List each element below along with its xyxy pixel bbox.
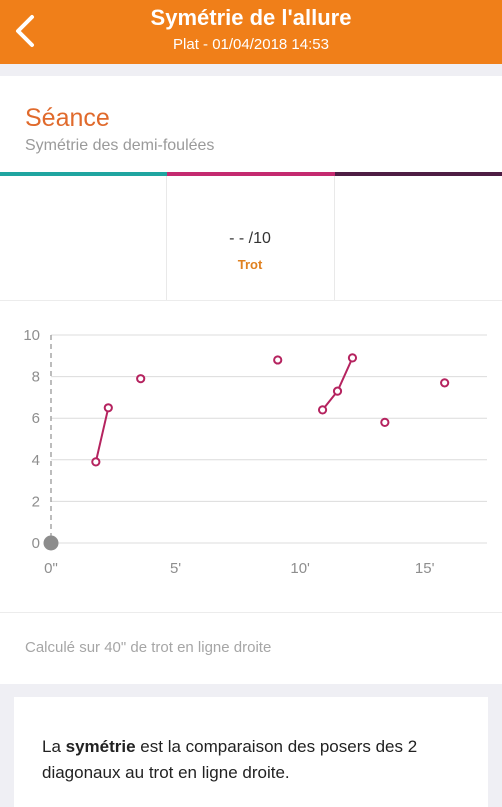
y-tick-label: 10 (23, 327, 40, 344)
series-line (321, 357, 354, 411)
header-bar: Symétrie de l'allure Plat - 01/04/2018 1… (0, 0, 502, 64)
session-card (0, 76, 502, 684)
calculation-note: Calculé sur 40" de trot en ligne droite (25, 639, 272, 656)
y-tick-label: 0 (32, 535, 40, 552)
y-tick-label: 2 (32, 493, 40, 510)
info-text-start: La (42, 737, 66, 756)
y-tick-label: 6 (32, 410, 40, 427)
data-point (332, 386, 343, 396)
series-line (94, 407, 110, 463)
data-point (347, 353, 358, 363)
section-title: Séance (25, 104, 110, 132)
x-tick-label: 15' (415, 560, 435, 577)
y-tick-label: 4 (32, 452, 40, 469)
tab-indicator-2[interactable] (167, 172, 335, 176)
origin-marker (43, 535, 59, 551)
chart-bottom-divider (0, 612, 502, 613)
page-subtitle: Plat - 01/04/2018 14:53 (173, 36, 329, 53)
info-keyword: symétrie (65, 737, 136, 756)
chevron-left-icon[interactable] (12, 11, 42, 51)
data-point (273, 355, 283, 365)
symmetry-chart: 0 2 4 6 8 10 0" 5' 10' 15' (23, 327, 487, 577)
data-point (136, 374, 146, 384)
symmetry-score: - - /10 (229, 230, 271, 247)
x-tick-label: 0" (44, 560, 58, 577)
data-point (440, 378, 450, 388)
x-tick-label: 5' (170, 560, 181, 577)
score-divider-left (166, 176, 167, 300)
info-text: La symétrie est la comparaison des poser… (42, 734, 462, 786)
tab-indicator-1[interactable] (0, 172, 167, 176)
score-row-bottom-divider (0, 300, 502, 301)
tab-indicator-3[interactable] (335, 172, 502, 176)
x-tick-label: 10' (290, 560, 310, 577)
page-title: Symétrie de l'allure (150, 5, 352, 30)
info-text-end: est la comparaison des posers des 2 diag… (42, 737, 418, 782)
y-tick-label: 8 (32, 369, 40, 386)
section-subtitle: Symétrie des demi-foulées (25, 137, 215, 154)
score-divider-right (334, 176, 335, 300)
data-point (91, 457, 101, 467)
data-point (380, 417, 390, 427)
data-point (317, 405, 328, 415)
info-card (14, 697, 488, 807)
data-point (103, 403, 113, 413)
gait-label: Trot (237, 257, 263, 272)
